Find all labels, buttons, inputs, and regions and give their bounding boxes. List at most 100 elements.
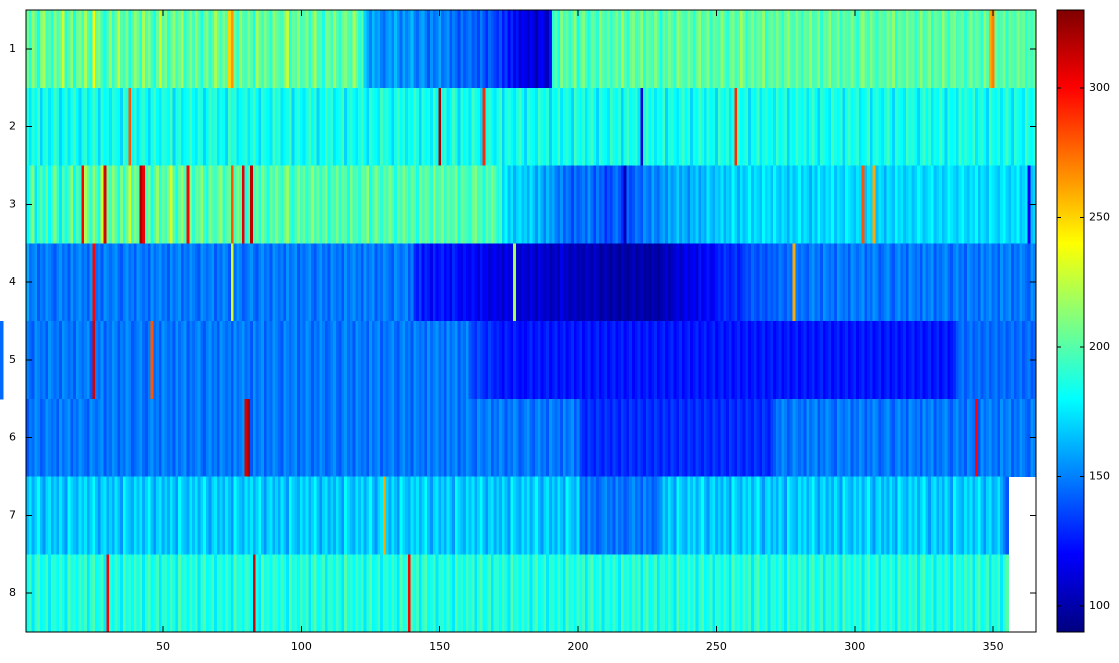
heatmap-cell	[288, 87, 293, 167]
heatmap-cell	[313, 87, 318, 167]
heatmap-cell	[734, 243, 738, 322]
heatmap-cell	[1027, 165, 1032, 244]
heatmap-cell	[305, 87, 309, 167]
heatmap-cell	[748, 321, 752, 400]
heatmap-cell	[219, 321, 224, 400]
heatmap-cell	[582, 476, 586, 555]
heatmap-cell	[344, 554, 348, 633]
heatmap-cell	[701, 398, 705, 478]
heatmap-cell	[488, 398, 492, 478]
heatmap-cell	[275, 321, 279, 400]
heatmap-cell	[468, 476, 473, 555]
heatmap-cell	[615, 87, 619, 167]
heatmap-cell	[394, 87, 398, 167]
heatmap-cell	[161, 476, 165, 555]
heatmap-cell	[986, 321, 990, 400]
heatmap-cell	[316, 243, 320, 322]
heatmap-cell	[167, 10, 171, 89]
heatmap-cell	[659, 243, 664, 322]
heatmap-cell	[897, 476, 902, 555]
heatmap-cell	[532, 10, 536, 89]
heatmap-cell	[446, 476, 450, 555]
heatmap-cell	[366, 243, 370, 322]
heatmap-cell	[272, 243, 276, 322]
heatmap-cell	[825, 10, 830, 89]
heatmap-cell	[947, 321, 951, 400]
heatmap-cell	[521, 87, 525, 167]
heatmap-cell	[394, 243, 398, 322]
heatmap-cell	[897, 398, 902, 478]
heatmap-cell	[828, 398, 832, 478]
heatmap-cell	[842, 476, 846, 555]
heatmap-cell	[474, 398, 478, 478]
heatmap-cell	[352, 243, 356, 322]
heatmap-cell	[164, 243, 168, 322]
heatmap-cell	[698, 321, 702, 400]
heatmap-cell	[543, 476, 547, 555]
heatmap-cell	[358, 87, 362, 167]
heatmap-cell	[294, 398, 298, 478]
heatmap-cell	[745, 554, 749, 633]
heatmap-cell	[966, 165, 971, 244]
heatmap-cell	[239, 10, 243, 89]
heatmap-cell	[510, 165, 514, 244]
heatmap-cell	[100, 554, 105, 633]
heatmap-cell	[532, 243, 536, 322]
heatmap-cell	[95, 243, 99, 322]
heatmap-cell	[75, 398, 80, 478]
heatmap-cell	[690, 554, 694, 633]
heatmap-cell	[975, 476, 979, 555]
heatmap-cell	[728, 10, 733, 89]
heatmap-cell	[645, 321, 650, 400]
heatmap-cell	[200, 243, 204, 322]
heatmap-cell	[333, 321, 337, 400]
heatmap-cell	[280, 476, 284, 555]
heatmap-cell	[111, 476, 116, 555]
heatmap-cell	[612, 87, 616, 167]
heatmap-cell	[952, 87, 957, 167]
heatmap-cell	[37, 10, 41, 89]
heatmap-cell	[186, 321, 190, 400]
heatmap-cell	[546, 10, 550, 89]
heatmap-cell	[180, 10, 185, 89]
heatmap-cell	[205, 476, 210, 555]
heatmap-cell	[48, 243, 52, 322]
heatmap-cell	[670, 10, 675, 89]
heatmap-cell	[299, 165, 304, 244]
heatmap-cell	[792, 10, 796, 89]
heatmap-cell	[687, 87, 691, 167]
heatmap-cell	[360, 321, 365, 400]
heatmap-cell	[679, 476, 683, 555]
heatmap-cell	[798, 476, 802, 555]
heatmap-cell	[618, 87, 622, 167]
heatmap-cell	[330, 398, 334, 478]
heatmap-cell	[928, 243, 932, 322]
heatmap-cell	[861, 10, 866, 89]
heatmap-cell	[809, 243, 813, 322]
heatmap-cell	[775, 87, 780, 167]
heatmap-cell	[726, 321, 730, 400]
heatmap-cell	[734, 476, 738, 555]
heatmap-cell	[1000, 10, 1004, 89]
heatmap-cell	[831, 165, 835, 244]
heatmap-cell	[1002, 554, 1007, 633]
heatmap-cell	[344, 476, 348, 555]
heatmap-cell	[640, 165, 644, 244]
heatmap-cell	[703, 10, 708, 89]
heatmap-cell	[947, 243, 951, 322]
heatmap-cell	[847, 476, 852, 555]
heatmap-cell	[875, 476, 879, 555]
heatmap-cell	[966, 398, 971, 478]
heatmap-cell	[521, 10, 525, 89]
heatmap-cell	[972, 165, 976, 244]
heatmap-cell	[446, 321, 450, 400]
heatmap-cell	[798, 243, 802, 322]
heatmap-cell	[717, 87, 722, 167]
heatmap-cell	[48, 321, 52, 400]
heatmap-cell	[875, 10, 879, 89]
heatmap-cell	[756, 243, 760, 322]
heatmap-cell	[335, 10, 340, 89]
heatmap-cell	[277, 398, 282, 478]
heatmap-cell	[850, 10, 854, 89]
heatmap-cell	[1011, 87, 1015, 167]
